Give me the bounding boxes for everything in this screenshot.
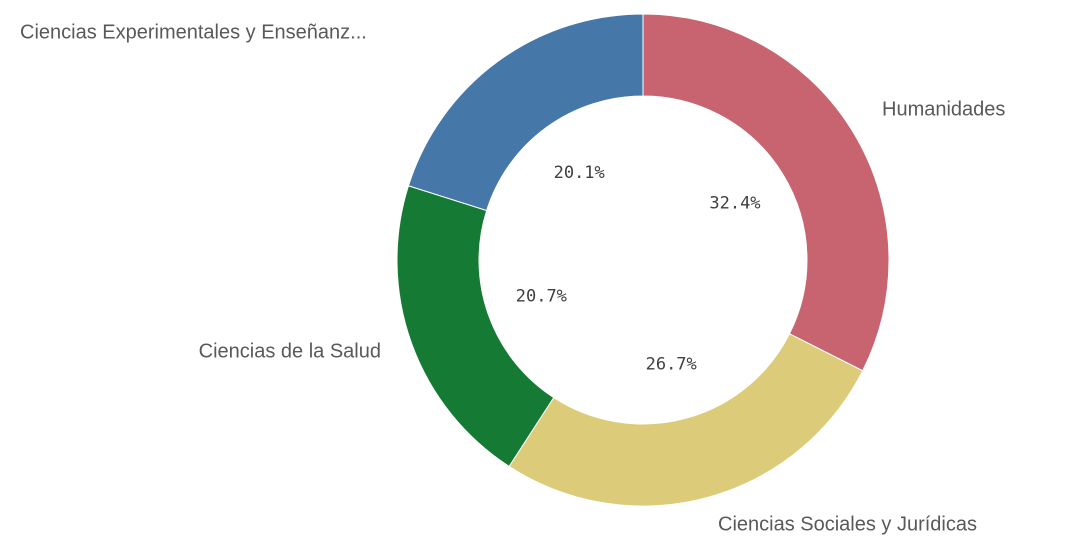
value-label: 20.7% [516, 286, 567, 306]
category-label: Ciencias de la Salud [199, 340, 381, 362]
value-label: 26.7% [646, 354, 697, 374]
donut-slice [396, 185, 555, 468]
donut-slice [508, 333, 864, 507]
category-label: Ciencias Sociales y Jurídicas [718, 513, 977, 535]
category-label: Humanidades [882, 98, 1005, 120]
value-label: 32.4% [709, 193, 760, 213]
category-label: Ciencias Experimentales y Enseñanz... [20, 21, 367, 43]
donut-slice [407, 13, 644, 212]
value-label: 20.1% [554, 163, 605, 183]
donut-slice [642, 13, 890, 372]
